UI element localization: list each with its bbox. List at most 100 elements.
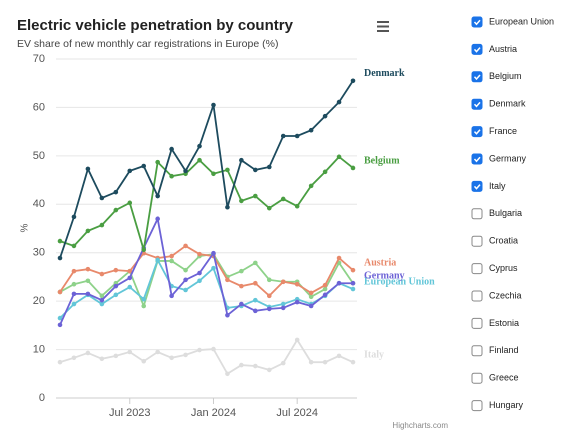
data-point: [183, 168, 188, 174]
data-point: [99, 297, 105, 303]
data-point: [225, 312, 230, 318]
data-point: [322, 359, 328, 365]
legend-label[interactable]: Greece: [489, 373, 519, 383]
legend-label[interactable]: Finland: [489, 345, 519, 355]
chart-subtitle: EV share of new monthly car registration…: [17, 38, 278, 50]
data-point: [239, 283, 244, 289]
data-point: [127, 168, 133, 174]
series-line: [59, 257, 354, 319]
data-point: [336, 353, 342, 359]
data-point: [71, 268, 77, 274]
checkbox[interactable]: [471, 400, 483, 412]
checkbox-checked[interactable]: [471, 43, 483, 55]
legend-label[interactable]: Cyprus: [489, 263, 518, 273]
data-point: [322, 286, 328, 292]
series-line: [59, 80, 354, 259]
chart-title: Electric vehicle penetration by country: [17, 17, 294, 34]
checkmark[interactable]: [473, 101, 481, 108]
data-point: [350, 78, 356, 84]
data-point: [308, 359, 314, 365]
checkbox-checked[interactable]: [471, 71, 483, 83]
y-tick-label: 70: [33, 53, 45, 65]
legend-label[interactable]: Czechia: [489, 290, 522, 300]
data-point: [127, 284, 133, 290]
menu-icon[interactable]: [377, 21, 389, 32]
data-point: [127, 200, 133, 206]
checkbox[interactable]: [471, 235, 483, 247]
series-end-label: Belgium: [364, 155, 400, 166]
legend-label[interactable]: Estonia: [489, 318, 519, 328]
data-point: [253, 308, 258, 314]
data-point: [113, 353, 119, 359]
data-point: [336, 255, 342, 261]
data-point: [253, 280, 258, 286]
data-point: [280, 133, 286, 139]
data-point: [57, 315, 63, 321]
y-axis-label: %: [20, 223, 31, 232]
legend-label[interactable]: Belgium: [489, 71, 522, 81]
data-point: [113, 207, 119, 213]
checkbox-checked[interactable]: [471, 16, 483, 28]
checkbox-checked[interactable]: [471, 126, 483, 138]
menu-button[interactable]: [376, 18, 390, 34]
checkbox-checked[interactable]: [471, 180, 483, 192]
legend-label[interactable]: Denmark: [489, 99, 526, 109]
checkmark[interactable]: [473, 184, 481, 190]
legend-label[interactable]: Croatia: [489, 236, 518, 246]
data-point: [183, 267, 188, 273]
checkbox[interactable]: [471, 208, 483, 220]
data-point: [141, 247, 147, 253]
legend-label[interactable]: Italy: [489, 181, 506, 191]
data-point: [225, 204, 230, 210]
series-end-label: Germany: [364, 271, 405, 282]
data-point: [308, 294, 314, 300]
data-point: [57, 322, 63, 328]
y-tick-label: 60: [33, 101, 45, 113]
legend-label[interactable]: Austria: [489, 44, 517, 54]
legend-label[interactable]: Bulgaria: [489, 208, 522, 218]
data-point: [99, 195, 105, 201]
data-point: [294, 337, 300, 343]
checkmark[interactable]: [473, 129, 481, 135]
data-point: [155, 159, 160, 165]
checkmark[interactable]: [473, 19, 481, 26]
data-point: [169, 293, 174, 299]
checkmark[interactable]: [473, 156, 481, 163]
data-point: [57, 289, 63, 295]
checkmark[interactable]: [473, 74, 481, 81]
data-point: [280, 360, 286, 366]
data-point: [280, 279, 286, 285]
legend-label[interactable]: European Union: [489, 16, 554, 26]
data-point: [350, 280, 356, 286]
checkbox[interactable]: [471, 317, 483, 329]
checkbox[interactable]: [471, 372, 483, 384]
data-point: [294, 133, 300, 139]
data-point: [57, 238, 63, 244]
data-point: [239, 362, 244, 368]
data-point: [350, 165, 356, 171]
data-point: [113, 189, 119, 195]
data-point: [280, 301, 286, 307]
data-point: [211, 346, 216, 352]
data-point: [294, 299, 300, 305]
legend-label[interactable]: Germany: [489, 153, 527, 163]
legend-label[interactable]: Hungary: [489, 400, 524, 410]
legend-label[interactable]: France: [489, 126, 517, 136]
y-tick-label: 50: [33, 150, 45, 162]
y-tick-label: 10: [33, 343, 45, 355]
data-point: [350, 267, 356, 273]
data-point: [85, 350, 91, 356]
data-point: [350, 286, 356, 292]
checkbox-checked[interactable]: [471, 153, 483, 165]
checkbox-checked[interactable]: [471, 98, 483, 110]
data-point: [308, 303, 314, 309]
checkbox[interactable]: [471, 290, 483, 302]
checkbox[interactable]: [471, 345, 483, 357]
data-point: [211, 171, 216, 177]
data-point: [266, 277, 272, 283]
checkbox[interactable]: [471, 263, 483, 275]
data-point: [99, 356, 105, 362]
checkmark[interactable]: [473, 47, 481, 53]
y-tick-label: 30: [33, 247, 45, 259]
data-point: [169, 258, 174, 264]
